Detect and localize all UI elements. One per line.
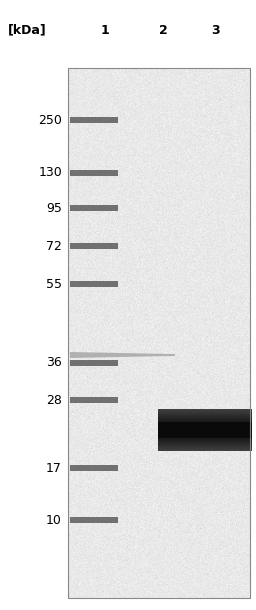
Bar xyxy=(68,68,250,598)
Text: 72: 72 xyxy=(46,240,62,253)
Bar xyxy=(70,243,118,249)
Bar xyxy=(70,117,118,123)
Text: 2: 2 xyxy=(159,24,167,37)
Bar xyxy=(70,465,118,471)
Text: 55: 55 xyxy=(46,278,62,290)
Bar xyxy=(70,397,118,403)
Text: [kDa]: [kDa] xyxy=(8,24,47,37)
Bar xyxy=(70,170,118,176)
Text: 10: 10 xyxy=(46,514,62,526)
Text: 17: 17 xyxy=(46,462,62,475)
Text: 3: 3 xyxy=(211,24,219,37)
Text: 130: 130 xyxy=(38,167,62,179)
Text: 36: 36 xyxy=(46,356,62,370)
Bar xyxy=(70,281,118,287)
Text: 250: 250 xyxy=(38,113,62,126)
Text: 95: 95 xyxy=(46,201,62,215)
Bar xyxy=(70,360,118,366)
Text: 28: 28 xyxy=(46,393,62,406)
Bar xyxy=(158,422,252,439)
Polygon shape xyxy=(70,352,175,358)
Bar xyxy=(70,517,118,523)
Bar xyxy=(70,205,118,211)
Text: 1: 1 xyxy=(101,24,109,37)
